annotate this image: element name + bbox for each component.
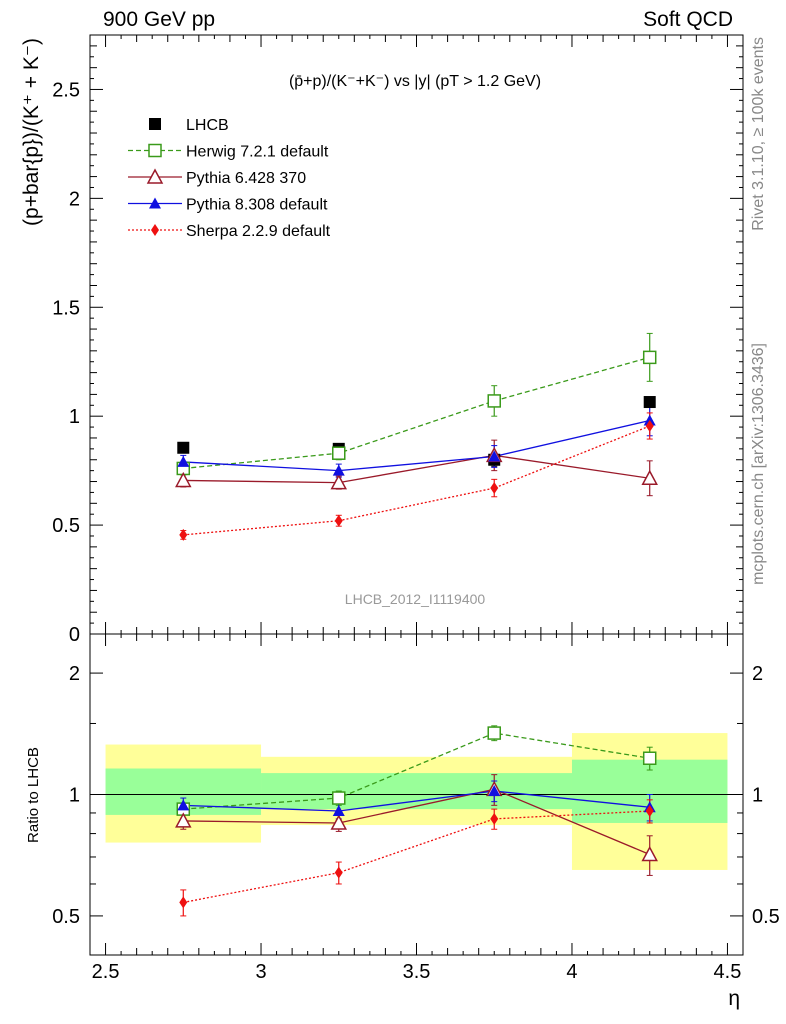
ratio-point-herwig-7-2-1-default bbox=[642, 751, 657, 765]
axes-frame bbox=[89, 34, 744, 956]
ratio-point-sherpa-2-2-9-default bbox=[334, 866, 343, 879]
ratio-y-tick-label: 0.5 bbox=[52, 906, 80, 928]
ratio-line-pythia-8-308-default bbox=[183, 790, 650, 812]
y-tick-label: 0.5 bbox=[52, 515, 80, 537]
ratio-point-pythia-6-428-370 bbox=[641, 845, 658, 862]
header-left: 900 GeV pp bbox=[103, 8, 216, 31]
ratio-point-sherpa-2-2-9-default bbox=[645, 805, 654, 818]
main-point-pythia-8-308-default bbox=[488, 450, 501, 462]
ratio-y-tick-label: 2 bbox=[69, 663, 80, 685]
data-markers bbox=[175, 350, 658, 909]
main-point-herwig-7-2-1-default bbox=[332, 446, 346, 460]
y-tick-label: 1 bbox=[69, 406, 80, 428]
analysis-watermark: LHCB_2012_I1119400 bbox=[345, 591, 486, 607]
y-tick-label: 2.5 bbox=[52, 79, 80, 101]
y-axis-label: (p+bar{p})/(K⁺ + K⁻) bbox=[20, 38, 43, 226]
main-point-sherpa-2-2-9-default bbox=[179, 528, 188, 541]
legend-label-herwig-7-2-1-default: Herwig 7.2.1 default bbox=[186, 144, 329, 161]
chart-text: 2.5 3 3.5 4 4.5 η 0 0.5 1 1.5 2 2.5 0.5 0.5 1 1 2 2 (p+bar… bbox=[20, 37, 780, 1010]
legend-marker-herwig-7-2-1-default bbox=[148, 143, 162, 158]
ratio-y-tick-label-right: 2 bbox=[752, 663, 763, 685]
x-tick-label: 2.5 bbox=[92, 961, 120, 983]
main-line-pythia-6-428-370 bbox=[183, 454, 650, 484]
y-tick-label: 1.5 bbox=[52, 297, 80, 319]
main-point-sherpa-2-2-9-default bbox=[490, 482, 499, 495]
ratio-y-axis-label: Ratio to LHCB bbox=[25, 747, 42, 843]
ratio-point-pythia-6-428-370 bbox=[175, 812, 192, 828]
main-point-pythia-6-428-370 bbox=[641, 469, 658, 486]
main-line-sherpa-2-2-9-default bbox=[183, 425, 650, 536]
ratio-line-herwig-7-2-1-default bbox=[183, 732, 650, 810]
legend-label-pythia-8-308-default: Pythia 8.308 default bbox=[186, 197, 328, 214]
main-point-lhcb bbox=[643, 396, 656, 409]
ratio-point-pythia-8-308-default bbox=[177, 799, 190, 811]
ratio-y-tick-label-right: 0.5 bbox=[752, 906, 780, 928]
main-point-sherpa-2-2-9-default bbox=[645, 419, 654, 432]
main-point-pythia-8-308-default bbox=[177, 455, 190, 467]
legend-label-lhcb: LHCB bbox=[186, 117, 229, 134]
legend-label-pythia-6-428-370: Pythia 6.428 370 bbox=[186, 170, 306, 187]
main-point-pythia-6-428-370 bbox=[175, 471, 192, 488]
legend-marker-pythia-6-428-370 bbox=[146, 168, 164, 184]
series-lines bbox=[183, 356, 650, 904]
ratio-y-tick-label-right: 1 bbox=[752, 785, 763, 807]
mcplots-reference-text: mcplots.cern.ch [arXiv:1306.3436] bbox=[750, 343, 767, 585]
band-green-1 bbox=[261, 773, 572, 810]
legend-marker-pythia-8-308-default bbox=[149, 197, 161, 209]
ratio-point-herwig-7-2-1-default bbox=[487, 726, 501, 740]
ratio-y-tick-label: 1 bbox=[69, 785, 80, 807]
main-point-sherpa-2-2-9-default bbox=[334, 514, 343, 527]
legend-marker-lhcb bbox=[149, 118, 161, 130]
plot-title: (p̄+p)/(K⁻+K⁻) vs |y| (pT > 1.2 GeV) bbox=[289, 73, 541, 90]
main-point-pythia-8-308-default bbox=[332, 464, 345, 476]
main-point-herwig-7-2-1-default bbox=[642, 350, 657, 365]
x-tick-label: 4 bbox=[566, 961, 577, 983]
ratio-point-pythia-8-308-default bbox=[488, 785, 501, 797]
ratio-line-pythia-6-428-370 bbox=[183, 788, 650, 856]
main-point-lhcb bbox=[177, 441, 190, 454]
header-right: Soft QCD bbox=[643, 8, 733, 31]
y-tick-label: 2 bbox=[69, 188, 80, 210]
ratio-point-sherpa-2-2-9-default bbox=[490, 812, 499, 825]
main-line-herwig-7-2-1-default bbox=[183, 356, 650, 470]
x-tick-label: 3.5 bbox=[403, 961, 431, 983]
ratio-point-pythia-6-428-370 bbox=[330, 814, 348, 830]
ratio-point-sherpa-2-2-9-default bbox=[179, 896, 188, 909]
main-point-pythia-6-428-370 bbox=[330, 474, 348, 490]
legend-label-sherpa-2-2-9-default: Sherpa 2.2.9 default bbox=[186, 223, 331, 240]
x-axis-label: η bbox=[728, 987, 740, 1010]
x-tick-label: 4.5 bbox=[714, 961, 742, 983]
legend-marker-sherpa-2-2-9-default bbox=[151, 224, 159, 236]
ratio-point-herwig-7-2-1-default bbox=[332, 791, 346, 805]
main-line-pythia-8-308-default bbox=[183, 419, 650, 472]
ratio-point-pythia-8-308-default bbox=[332, 805, 345, 817]
rivet-version-text: Rivet 3.1.10, ≥ 100k events bbox=[750, 37, 767, 231]
main-point-herwig-7-2-1-default bbox=[487, 394, 501, 408]
y-tick-label: 0 bbox=[69, 624, 80, 646]
x-tick-label: 3 bbox=[255, 961, 266, 983]
ratio-line-sherpa-2-2-9-default bbox=[183, 810, 650, 904]
